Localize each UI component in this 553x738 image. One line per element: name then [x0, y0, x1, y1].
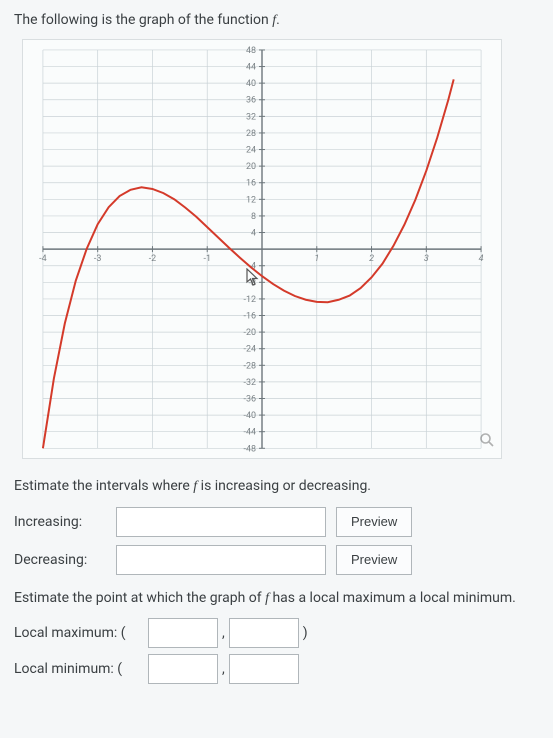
- decreasing-label: Decreasing:: [14, 552, 106, 568]
- magnify-icon[interactable]: [479, 432, 495, 452]
- svg-text:-28: -28: [243, 361, 256, 371]
- svg-text:1: 1: [314, 254, 319, 264]
- svg-text:-2: -2: [149, 254, 157, 264]
- svg-text:3: 3: [424, 254, 429, 264]
- svg-text:-40: -40: [243, 411, 256, 421]
- decreasing-input[interactable]: [116, 545, 326, 575]
- intervals-question: Estimate the intervals where f is increa…: [14, 477, 545, 497]
- svg-text:44: 44: [246, 63, 256, 73]
- svg-text:2: 2: [369, 254, 374, 264]
- increasing-input[interactable]: [116, 507, 326, 537]
- svg-text:28: 28: [246, 129, 256, 139]
- svg-text:16: 16: [246, 179, 256, 189]
- svg-text:24: 24: [246, 146, 256, 156]
- svg-text:-36: -36: [243, 394, 256, 404]
- svg-text:36: 36: [246, 96, 256, 106]
- prompt-after: .: [276, 12, 280, 28]
- svg-text:-16: -16: [243, 312, 256, 322]
- svg-text:-1: -1: [203, 254, 211, 264]
- prompt-before: The following is the graph of the functi…: [14, 12, 272, 28]
- local-min-y-input[interactable]: [229, 654, 299, 684]
- svg-text:20: 20: [246, 162, 256, 172]
- svg-text:4: 4: [479, 254, 484, 264]
- svg-text:48: 48: [246, 46, 256, 56]
- chart-svg: -4-3-2-112344844403632282420161284-4-8-1…: [23, 40, 501, 458]
- svg-text:-4: -4: [39, 254, 47, 264]
- decreasing-preview-button[interactable]: Preview: [336, 545, 412, 575]
- svg-text:-32: -32: [243, 378, 256, 388]
- increasing-preview-button[interactable]: Preview: [336, 507, 412, 537]
- increasing-label: Increasing:: [14, 514, 106, 530]
- svg-text:-48: -48: [243, 444, 256, 454]
- local-min-x-input[interactable]: [148, 654, 218, 684]
- svg-text:-12: -12: [243, 295, 256, 305]
- svg-text:-3: -3: [94, 254, 102, 264]
- svg-text:32: 32: [246, 112, 256, 122]
- local-max-y-input[interactable]: [229, 618, 299, 648]
- local-min-label: Local minimum: (: [14, 661, 144, 677]
- prompt-text: The following is the graph of the functi…: [14, 12, 545, 29]
- svg-text:-8: -8: [249, 278, 257, 288]
- svg-text:40: 40: [246, 79, 256, 89]
- svg-text:-44: -44: [243, 428, 256, 438]
- comma-sep-2: ,: [222, 661, 225, 677]
- svg-text:12: 12: [246, 195, 256, 205]
- function-graph[interactable]: -4-3-2-112344844403632282420161284-4-8-1…: [22, 39, 502, 459]
- local-max-x-input[interactable]: [148, 618, 218, 648]
- svg-text:4: 4: [251, 229, 256, 239]
- close-paren: ): [303, 625, 308, 641]
- local-max-label: Local maximum: (: [14, 625, 144, 641]
- svg-text:8: 8: [251, 212, 256, 222]
- extrema-question: Estimate the point at which the graph of…: [14, 589, 545, 609]
- svg-text:-24: -24: [243, 345, 256, 355]
- comma-sep: ,: [222, 625, 225, 641]
- svg-text:-20: -20: [243, 328, 256, 338]
